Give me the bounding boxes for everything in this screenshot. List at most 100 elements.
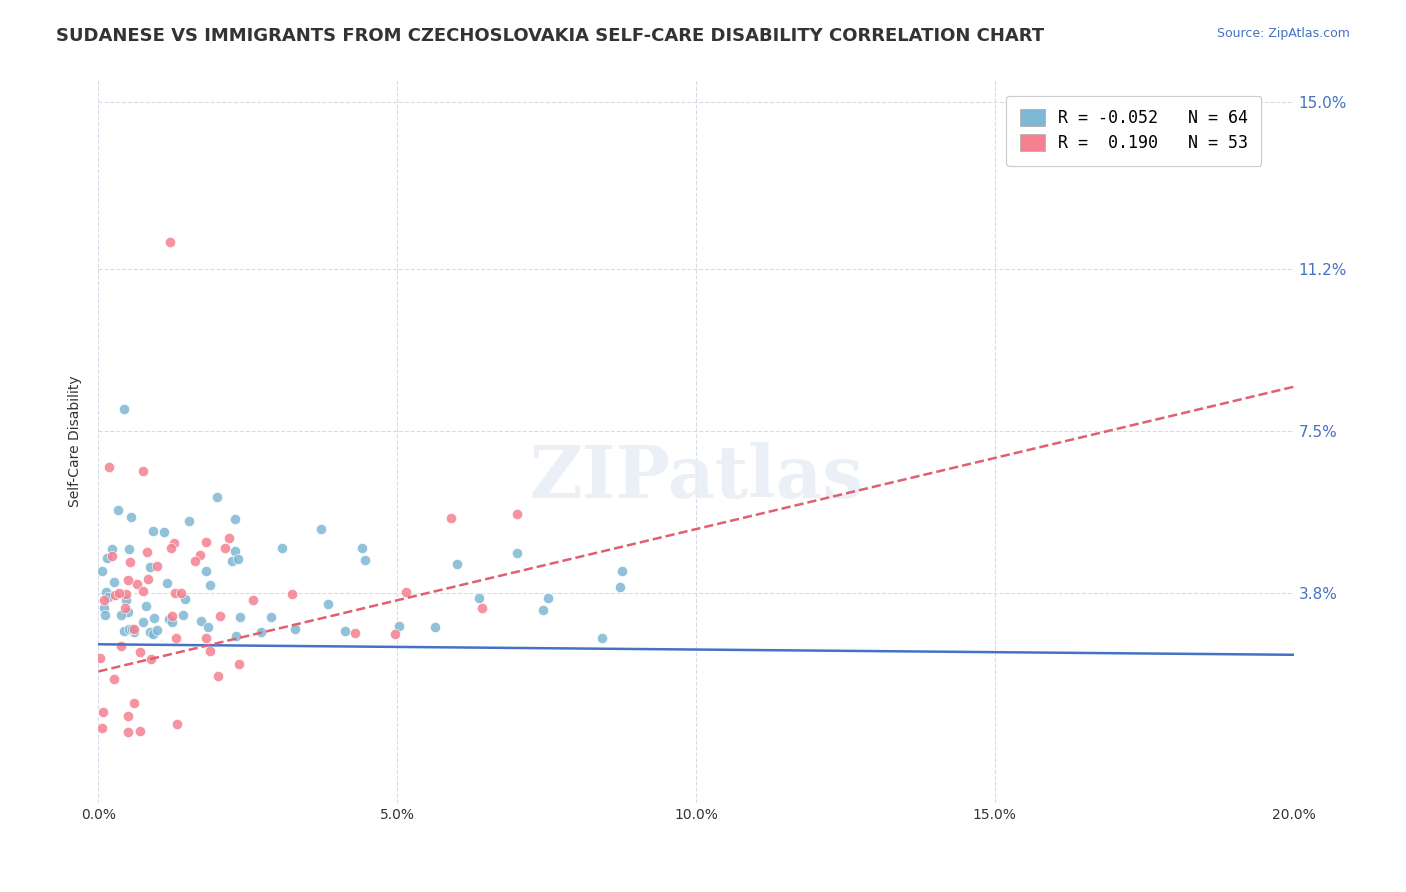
Point <box>129 724 152 739</box>
Point <box>96 550 118 565</box>
Point <box>159 541 181 555</box>
Point <box>118 555 141 569</box>
Point <box>132 615 155 629</box>
Point <box>242 593 264 607</box>
Point <box>197 620 219 634</box>
Point <box>91 722 114 736</box>
Point <box>145 559 167 574</box>
Point <box>165 586 187 600</box>
Point <box>118 541 141 556</box>
Point <box>610 564 633 578</box>
Point <box>388 619 411 633</box>
Point <box>229 610 252 624</box>
Point <box>335 624 357 639</box>
Point <box>224 512 246 526</box>
Point <box>224 544 246 558</box>
Point <box>468 591 491 605</box>
Point <box>225 629 247 643</box>
Point <box>112 401 135 416</box>
Point <box>183 554 205 568</box>
Point <box>93 592 115 607</box>
Point <box>139 625 162 640</box>
Point <box>311 522 333 536</box>
Point <box>97 460 120 475</box>
Point <box>142 524 165 539</box>
Point <box>271 541 294 555</box>
Y-axis label: Self-Care Disability: Self-Care Disability <box>69 376 83 508</box>
Point <box>142 627 165 641</box>
Point <box>110 607 132 622</box>
Text: ZIPatlas: ZIPatlas <box>529 442 863 513</box>
Point <box>228 657 250 672</box>
Point <box>259 610 281 624</box>
Point <box>132 584 155 599</box>
Point <box>115 592 138 607</box>
Point <box>159 235 181 250</box>
Point <box>395 585 418 599</box>
Point <box>195 564 218 578</box>
Point <box>162 536 184 550</box>
Point <box>195 535 218 549</box>
Point <box>94 585 117 599</box>
Point <box>129 645 152 659</box>
Point <box>190 614 212 628</box>
Point <box>136 572 159 586</box>
Point <box>174 591 197 606</box>
Point <box>506 508 529 522</box>
Point <box>609 580 631 594</box>
Point <box>101 541 124 556</box>
Point <box>155 575 177 590</box>
Point <box>188 548 211 562</box>
Point <box>93 600 115 615</box>
Point <box>122 696 145 710</box>
Point <box>221 554 243 568</box>
Point <box>531 602 554 616</box>
Point <box>89 651 111 665</box>
Point <box>179 514 201 528</box>
Point <box>166 717 188 731</box>
Point <box>125 577 148 591</box>
Point <box>146 623 169 637</box>
Point <box>115 587 138 601</box>
Point <box>101 549 124 564</box>
Point <box>157 611 180 625</box>
Point <box>226 552 249 566</box>
Point <box>214 541 236 556</box>
Point <box>354 553 377 567</box>
Point <box>135 599 157 614</box>
Point <box>103 575 125 590</box>
Point <box>117 709 139 723</box>
Point <box>281 586 304 600</box>
Text: SUDANESE VS IMMIGRANTS FROM CZECHOSLOVAKIA SELF-CARE DISABILITY CORRELATION CHAR: SUDANESE VS IMMIGRANTS FROM CZECHOSLOVAK… <box>56 27 1045 45</box>
Point <box>471 601 494 615</box>
Point <box>205 490 228 504</box>
Point <box>112 624 135 639</box>
Point <box>108 586 131 600</box>
Point <box>198 578 221 592</box>
Point <box>384 627 406 641</box>
Point <box>284 622 307 636</box>
Point <box>153 525 176 540</box>
Point <box>122 624 145 639</box>
Point <box>591 631 613 645</box>
Point <box>506 546 529 560</box>
Point <box>537 591 560 605</box>
Point <box>136 545 159 559</box>
Point <box>104 588 127 602</box>
Point <box>107 503 129 517</box>
Point <box>121 622 143 636</box>
Point <box>162 608 184 623</box>
Point <box>120 509 142 524</box>
Point <box>172 607 194 622</box>
Point <box>218 531 240 545</box>
Legend: R = -0.052   N = 64, R =  0.190   N = 53: R = -0.052 N = 64, R = 0.190 N = 53 <box>1007 95 1261 166</box>
Point <box>350 541 373 555</box>
Point <box>103 672 125 686</box>
Point <box>97 590 120 604</box>
Point <box>207 669 229 683</box>
Point <box>139 651 162 665</box>
Point <box>139 560 162 574</box>
Point <box>117 605 139 619</box>
Point <box>198 643 221 657</box>
Point <box>209 608 232 623</box>
